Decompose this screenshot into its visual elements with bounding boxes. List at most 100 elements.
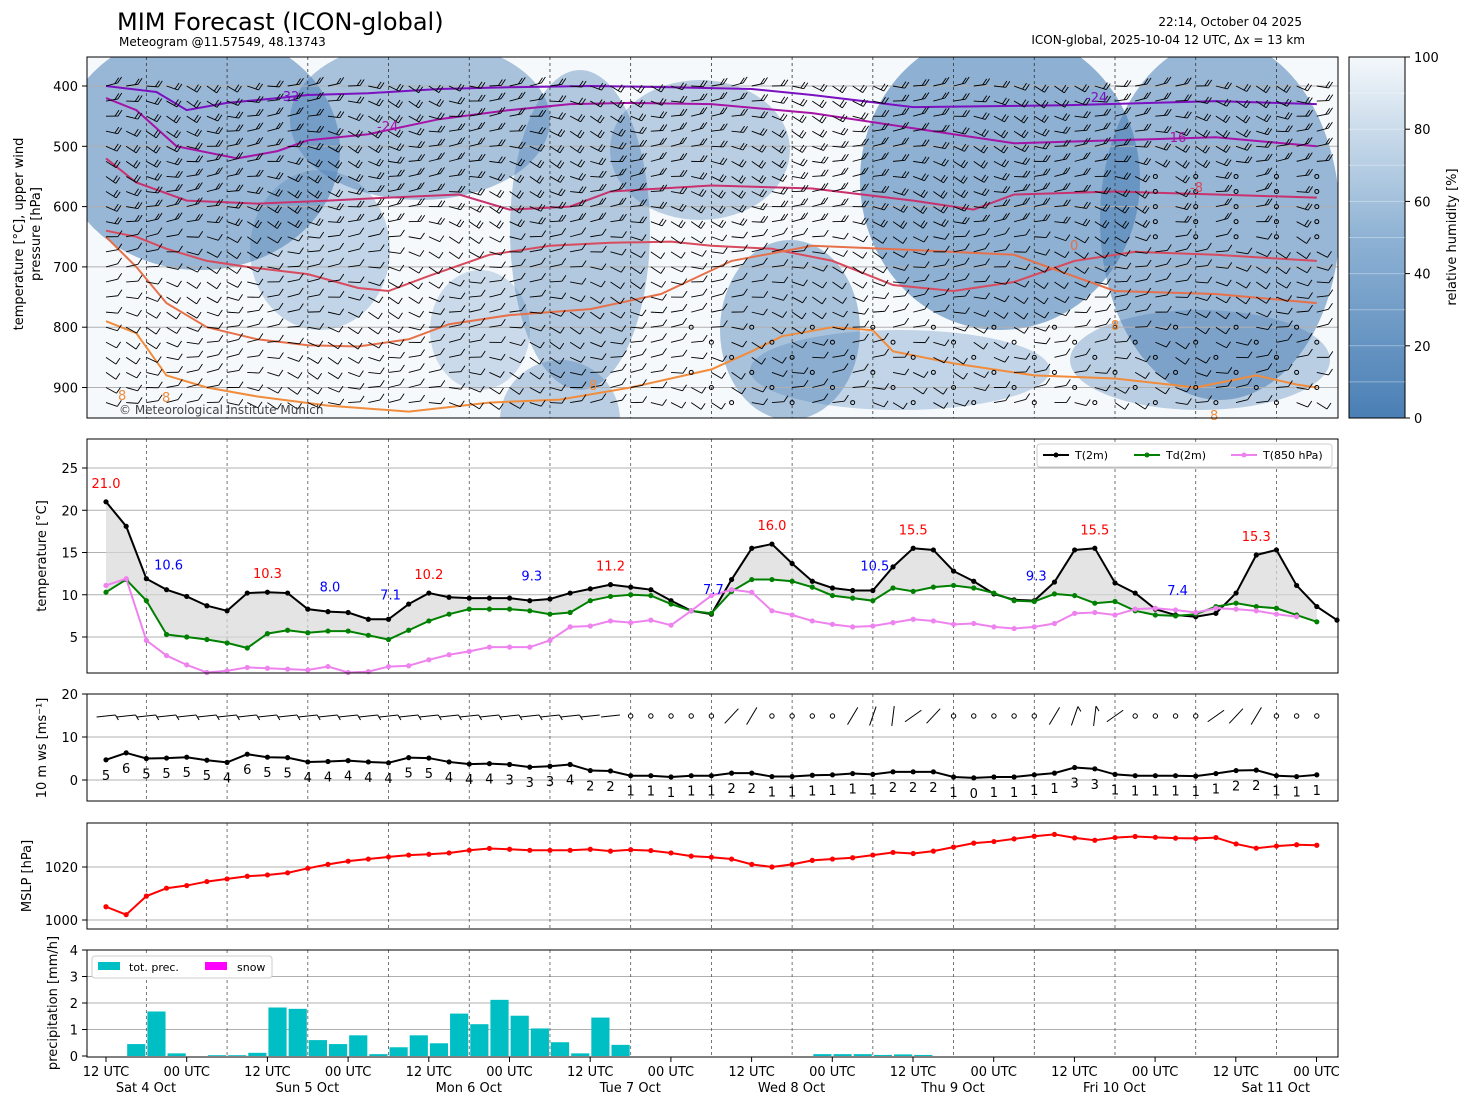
wind-barb: [388, 264, 405, 272]
wind-barb: [1135, 259, 1152, 268]
wind-barb: [388, 115, 403, 124]
data-point: [1092, 837, 1098, 843]
wind-barb: [489, 92, 506, 102]
wind-barb: [307, 159, 323, 168]
wind-barb: [166, 263, 183, 270]
wind-barb: [186, 296, 201, 305]
wind-speed-label: 3: [546, 775, 554, 790]
wind-barb: [852, 307, 869, 315]
wind-barb: [287, 260, 304, 268]
calm-marker: [809, 713, 815, 719]
wind-barb: [347, 160, 363, 169]
wind-barb: [650, 152, 667, 162]
wind-barb: [1316, 264, 1333, 271]
wind-barb: [227, 306, 244, 314]
data-point: [143, 598, 149, 604]
wind-barb: [146, 173, 163, 181]
wind-barb: [812, 129, 828, 138]
wind-barb: [1316, 154, 1334, 162]
precip-bar: [813, 1054, 832, 1056]
wind-barb: [1094, 82, 1111, 91]
data-point: [870, 598, 876, 604]
wind-barb: [1013, 296, 1029, 304]
data-point: [103, 582, 109, 589]
wind-barb: [1276, 152, 1293, 162]
wind-barb: [469, 153, 486, 162]
wind-barb: [125, 341, 141, 350]
wind-barb: [1155, 372, 1170, 380]
wind-barb: [731, 190, 746, 199]
wind-barb: [953, 189, 969, 199]
wind-barb: [1114, 93, 1132, 102]
data-point: [607, 618, 614, 624]
wind-barb: [226, 348, 244, 358]
wind-barb: [1276, 363, 1293, 373]
data-point: [910, 850, 916, 857]
wind-barb: [1054, 152, 1071, 162]
wind-barb: [913, 92, 930, 102]
wind-barb: [368, 326, 383, 335]
wind-barb: [933, 387, 948, 395]
wind-barb: [1114, 172, 1132, 180]
data-point: [204, 757, 210, 763]
wind-barb: [459, 714, 483, 721]
wind-barb: [1235, 393, 1253, 404]
x-tick-label: 00 UTC: [1132, 1065, 1178, 1080]
y-tick-label: 10: [61, 731, 78, 746]
data-point: [547, 763, 553, 769]
wind-barb: [670, 236, 686, 244]
wind-barb: [186, 128, 202, 137]
calm-marker: [1132, 385, 1138, 390]
wind-barb: [711, 287, 728, 298]
wind-barb: [973, 384, 990, 391]
wind-barb: [166, 379, 183, 388]
wind-barb: [1175, 308, 1192, 316]
upper-air-ylabel-line2: pressure [hPa]: [29, 187, 44, 281]
wind-barb: [731, 218, 748, 226]
wind-barb: [307, 340, 324, 348]
wind-barb: [287, 387, 302, 395]
data-point: [1213, 610, 1219, 616]
wind-barb: [1013, 129, 1029, 139]
wind-barb: [1054, 199, 1071, 208]
y-tick-label: 1020: [45, 861, 78, 876]
data-point: [668, 622, 674, 628]
wind-barb: [428, 183, 446, 192]
wind-barb: [872, 266, 888, 274]
wind-barb: [670, 136, 688, 147]
wind-barb: [650, 201, 668, 209]
wind-barb: [973, 188, 990, 196]
wind-barb: [892, 154, 910, 162]
data-point: [305, 759, 311, 765]
wind-barb: [408, 232, 425, 240]
data-point: [244, 751, 250, 757]
wind-barb: [670, 108, 688, 117]
calm-marker: [1011, 339, 1017, 345]
wind-barb: [569, 159, 586, 168]
wind-barb: [610, 182, 627, 192]
data-point: [244, 873, 250, 879]
wind-barb: [1094, 367, 1112, 374]
wind-barb: [1054, 84, 1069, 94]
wind-barb: [791, 130, 807, 139]
wind-barb: [226, 281, 243, 288]
wind-barb: [146, 369, 163, 376]
data-point: [163, 755, 170, 761]
data-point: [769, 541, 775, 547]
wind-barb: [1276, 281, 1292, 289]
wind-barb: [792, 184, 809, 192]
data-point: [426, 755, 432, 761]
wind-speed-label: 1: [990, 786, 998, 801]
data-point: [163, 631, 170, 638]
wind-barb: [1034, 266, 1050, 273]
data-point: [426, 851, 432, 857]
wind-barb: [1276, 266, 1291, 275]
wind-barb: [993, 311, 1009, 319]
wind-barb: [408, 310, 424, 318]
wind-barb: [549, 396, 567, 404]
wind-barb: [1135, 77, 1152, 87]
wind-barb: [448, 348, 466, 358]
wind-barb: [267, 172, 284, 180]
wind-barb: [267, 107, 284, 117]
